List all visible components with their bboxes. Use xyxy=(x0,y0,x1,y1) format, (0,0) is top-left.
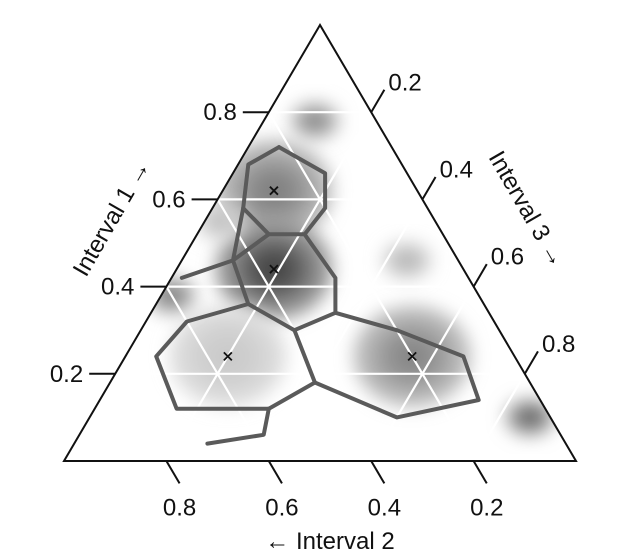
tick-label-interval3: 0.8 xyxy=(542,331,575,358)
marker-stroke xyxy=(269,264,279,274)
marker-x xyxy=(269,264,279,274)
axis-title-interval1: Interval 1 → xyxy=(68,155,156,281)
tick-label-interval1: 0.8 xyxy=(203,99,236,126)
axis-labels: Interval 1 → Interval 3 → ← Interval 2 0… xyxy=(50,69,576,555)
gridline-interval3 xyxy=(370,286,475,461)
tick-interval3 xyxy=(472,263,488,288)
marker-stroke xyxy=(269,186,279,196)
heat-region-right-strip xyxy=(383,242,432,279)
tick-label-interval3: 0.2 xyxy=(388,69,421,96)
tick-interval3 xyxy=(523,350,539,375)
marker-x xyxy=(223,351,233,361)
tick-label-interval3: 0.4 xyxy=(440,157,473,184)
tick-interval2 xyxy=(165,460,181,484)
triangle-frame xyxy=(62,23,578,484)
marker-stroke xyxy=(223,351,233,361)
boundary-top xyxy=(241,145,328,237)
heat-region-apex-blob xyxy=(290,102,339,139)
tick-interval3 xyxy=(370,89,386,113)
tick-label-interval1: 0.4 xyxy=(101,274,134,301)
heat-region-right-corner-blob xyxy=(505,399,554,436)
gridline-interval2 xyxy=(165,286,270,461)
tick-interval2 xyxy=(472,460,488,484)
axis-title-interval2: ← Interval 2 xyxy=(265,528,394,555)
tick-label-interval2: 0.4 xyxy=(368,494,401,521)
tick-label-interval1: 0.2 xyxy=(50,361,83,388)
triangle-outline xyxy=(62,23,578,462)
marker-layer xyxy=(223,186,417,361)
boundary-right xyxy=(312,310,481,420)
marker-x xyxy=(407,351,417,361)
tick-label-interval2: 0.2 xyxy=(470,494,503,521)
boundary-lower xyxy=(205,406,271,446)
boundary-upper-left xyxy=(179,206,246,280)
tick-interval2 xyxy=(267,460,283,484)
tick-label-interval1: 0.6 xyxy=(152,186,185,213)
heat-region-core xyxy=(307,115,323,127)
marker-stroke xyxy=(407,351,417,361)
tick-label-interval2: 0.6 xyxy=(265,494,298,521)
tick-label-interval3: 0.6 xyxy=(491,244,524,271)
gridline-interval3 xyxy=(472,373,526,461)
tick-label-interval2: 0.8 xyxy=(163,494,196,521)
heat-region-core xyxy=(399,255,415,266)
tick-interval2 xyxy=(370,460,386,484)
gridline-interval2 xyxy=(114,373,168,461)
tick-interval3 xyxy=(421,176,437,200)
region-boundaries xyxy=(154,145,481,446)
marker-x xyxy=(269,186,279,196)
heat-region-core xyxy=(522,412,538,423)
heat-region-core xyxy=(212,215,228,227)
gridline-interval3 xyxy=(267,198,424,461)
